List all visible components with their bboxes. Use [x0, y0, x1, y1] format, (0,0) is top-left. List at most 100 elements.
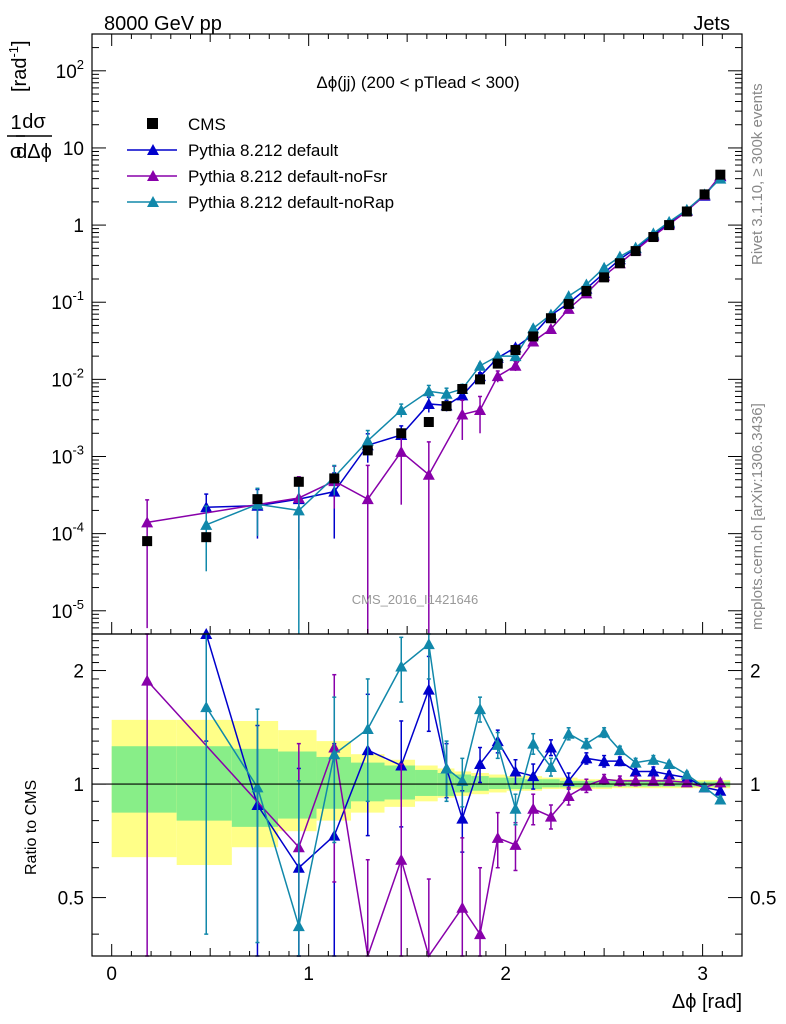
y-tick-label-main: 10-3 [51, 443, 84, 469]
series-point-main [361, 493, 374, 505]
series-point-main [474, 404, 487, 416]
series-point-ratio [562, 774, 575, 786]
y-tick-label-ratio: 2 [73, 662, 84, 683]
y-tick-label-main: 10-1 [51, 288, 84, 314]
series-point-main [474, 359, 487, 371]
series-point-ratio [456, 774, 469, 786]
ylabel-dden: dΔϕ [16, 141, 52, 163]
y-tick-label-ratio-right: 0.5 [750, 889, 776, 910]
series-point-ratio [544, 741, 557, 753]
series-point-ratio [580, 737, 593, 749]
stat-uncertainty-band [176, 746, 232, 821]
y-tick-label-ratio-right: 2 [750, 662, 761, 683]
series-point-main [361, 434, 374, 446]
series-point-ratio [613, 744, 626, 756]
series-point-ratio [714, 793, 727, 805]
series-point-ratio [422, 638, 435, 650]
cms-data-point [699, 189, 710, 200]
series-point-ratio [544, 810, 557, 822]
y-axis-label-main: 1 σ dσ dΔϕ [rad-1] [6, 40, 52, 163]
cms-data-point [252, 494, 263, 505]
series-point-ratio [562, 789, 575, 801]
header-right: Jets [693, 13, 730, 35]
legend-label-norap: Pythia 8.212 default-noRap [188, 193, 394, 212]
series-point-main [440, 387, 453, 399]
y-tick-label-main: 1 [73, 216, 84, 237]
series-2 [200, 172, 727, 634]
cms-data-point [510, 345, 521, 356]
cms-data-point [563, 298, 574, 309]
cms-data-point [201, 532, 212, 543]
series-point-ratio [714, 784, 727, 796]
series-point-ratio [598, 755, 611, 767]
cms-data-point [142, 536, 153, 547]
series-point-main [456, 389, 469, 401]
series-point-ratio [491, 831, 504, 843]
x-tick-label: 3 [697, 964, 708, 985]
series-point-ratio [395, 660, 408, 672]
legend-marker-default [147, 144, 159, 155]
series-point-ratio [527, 802, 540, 814]
series-point-main [292, 504, 305, 516]
series-point-main [395, 445, 408, 457]
ratio-plot-frame [91, 633, 743, 957]
series-point-main [527, 322, 540, 334]
header-left: 8000 GeV pp [104, 13, 222, 35]
stat-uncertainty-band [488, 777, 507, 790]
series-point-ratio [647, 753, 660, 765]
stat-uncertainty-band [542, 779, 560, 788]
series-point-ratio [629, 774, 642, 786]
cms-data [142, 169, 726, 547]
series-point-main [509, 359, 522, 371]
series-point-ratio [251, 781, 264, 793]
series-point-main [562, 290, 575, 302]
series-point-ratio [361, 722, 374, 734]
series-point-ratio [292, 920, 305, 932]
series-point-ratio [698, 781, 711, 793]
series-point-main [395, 404, 408, 416]
series-point-ratio [491, 738, 504, 750]
series-point-ratio [629, 756, 642, 768]
legend: CMS Pythia 8.212 default Pythia 8.212 de… [127, 115, 394, 212]
ylabel-dnum: dσ [22, 111, 46, 133]
series-point-ratio [440, 762, 453, 774]
series-ratio-2 [200, 633, 727, 957]
cms-data-point [715, 169, 726, 180]
cms-data-point [581, 285, 592, 296]
series-point-ratio [200, 701, 213, 713]
legend-label-default: Pythia 8.212 default [188, 141, 339, 160]
axes-layer: 0 1 2 3 10-5 10-4 10-3 10-2 10-1 1 10 102 0.5 0.5 1 1 2 2 [51, 33, 776, 985]
y-tick-label-main: 10-4 [51, 520, 84, 546]
cms-data-point [475, 374, 486, 385]
series-point-ratio [562, 727, 575, 739]
cms-data-point [396, 428, 407, 439]
series-point-ratio [544, 760, 557, 772]
y-tick-label-main: 10-5 [51, 597, 84, 623]
series-point-ratio [474, 703, 487, 715]
series-point-ratio [422, 683, 435, 695]
cms-data-point [492, 358, 503, 369]
cms-data-point [545, 313, 556, 324]
series-point-main [422, 468, 435, 480]
stat-uncertainty-band [111, 746, 177, 813]
series-point-ratio [456, 901, 469, 913]
cms-data-point [441, 401, 452, 412]
series-point-ratio [680, 776, 693, 788]
y-axis-label-ratio: Ratio to CMS [23, 780, 40, 875]
cms-data-point [362, 445, 373, 456]
cms-data-point [423, 417, 434, 428]
y-tick-label-main: 102 [56, 57, 84, 83]
stat-uncertainty-band [278, 751, 317, 819]
cms-data-point [681, 206, 692, 217]
y-tick-label-main: 10-2 [51, 365, 84, 391]
series-point-ratio [527, 737, 540, 749]
y-tick-label-ratio-right: 1 [750, 775, 761, 796]
series-point-ratio [647, 774, 660, 786]
rivet-version-label: Rivet 3.1.10, ≥ 300k events [749, 83, 766, 265]
series-point-ratio [647, 765, 660, 777]
series-point-main [200, 518, 213, 530]
cms-data-point [648, 232, 659, 243]
series-1 [141, 169, 727, 634]
series-point-main [422, 397, 435, 409]
